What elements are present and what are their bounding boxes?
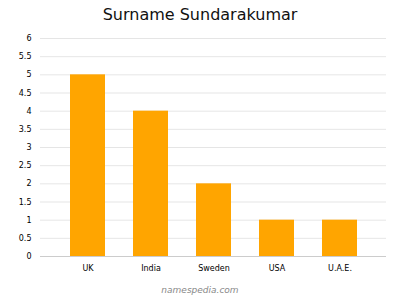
html-text:namespedia.com: namespedia.com — [161, 285, 239, 295]
svg-text:5.5: 5.5 — [19, 52, 32, 61]
svg-text:4.5: 4.5 — [19, 89, 32, 98]
svg-text:UK: UK — [82, 264, 94, 273]
svg-text:3.5: 3.5 — [19, 125, 32, 134]
svg-text:2.5: 2.5 — [19, 161, 32, 170]
svg-text:2: 2 — [26, 179, 31, 188]
svg-text:USA: USA — [269, 264, 286, 273]
svg-text:0: 0 — [26, 252, 31, 261]
svg-text:5: 5 — [26, 70, 31, 79]
svg-text:3: 3 — [26, 143, 31, 152]
svg-text:1: 1 — [26, 216, 31, 225]
svg-text:6: 6 — [26, 34, 31, 43]
svg-text:0.5: 0.5 — [19, 234, 32, 243]
svg-text:1.5: 1.5 — [19, 198, 32, 207]
svg-text:India: India — [141, 264, 161, 273]
svg-text:Sweden: Sweden — [198, 264, 230, 273]
html-text:Surname Sundarakumar: Surname Sundarakumar — [102, 5, 298, 24]
svg-text:U.A.E.: U.A.E. — [328, 264, 352, 273]
svg-text:4: 4 — [26, 107, 31, 116]
